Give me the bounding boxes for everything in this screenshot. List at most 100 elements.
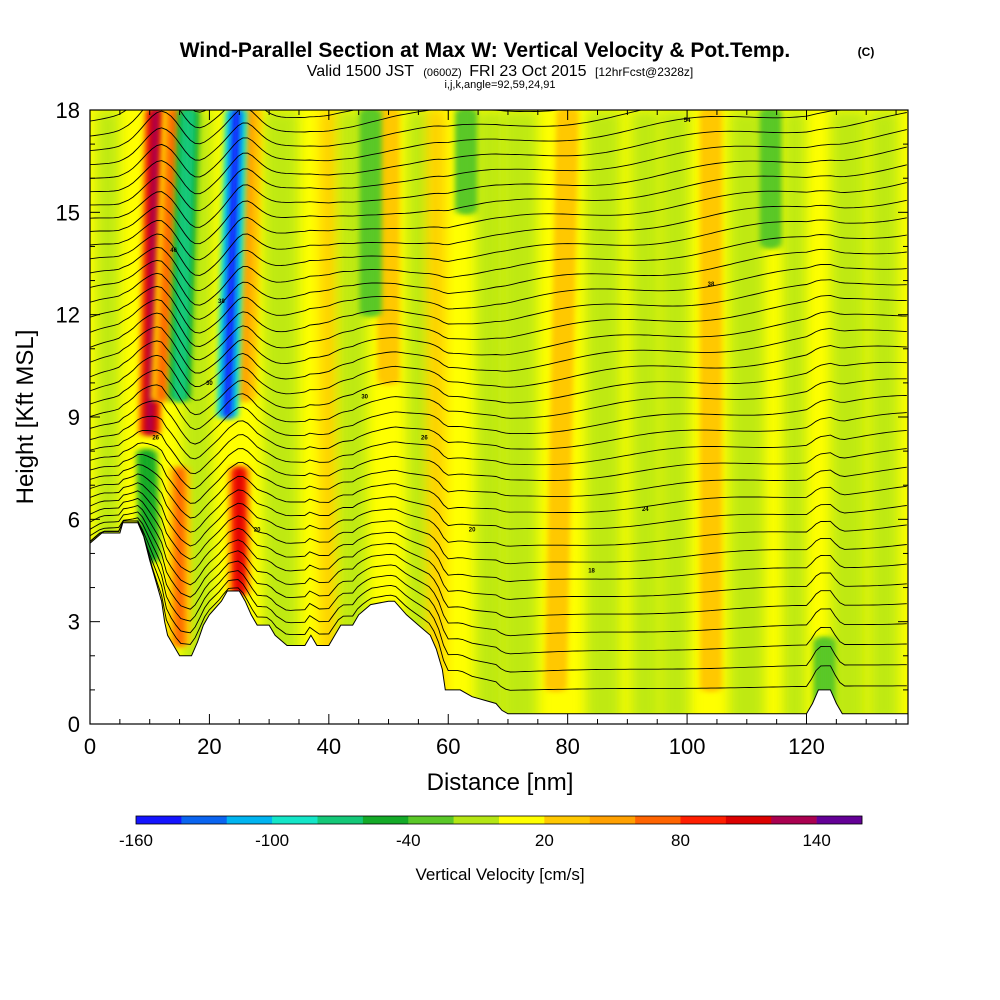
field-streak [782,110,807,724]
field-streak [501,110,538,724]
colorbar-swatch [408,816,454,824]
theta-contour [90,164,907,245]
subtitle-valid: Valid 1500 JST [307,63,415,80]
updraft-band [377,110,400,383]
theta-contour [90,327,907,387]
updraft-band-core [385,110,393,383]
downdraft-band [359,110,382,315]
theta-contour [90,482,907,547]
theta-contour [90,279,907,347]
field-streak [585,110,622,724]
potential-temperature-contours [90,110,907,691]
y-tick-label: 0 [68,712,80,737]
theta-contour [90,490,907,565]
velocity-field [90,110,908,724]
theta-contour [90,112,907,195]
downdraft-band [455,110,478,213]
downdraft-band-core [367,110,375,315]
y-tick-label: 6 [68,507,80,532]
field-streak [869,110,900,724]
theta-contour [90,294,907,361]
chart-subtitle-indices: i,j,k,angle=92,59,24,91 [444,79,555,91]
y-tick-label: 18 [56,98,80,123]
x-tick-label: 60 [436,734,460,759]
contour-label: 20 [469,528,476,534]
theta-contour [90,345,907,401]
contour-label: 46 [170,248,177,254]
colorbar-swatch [680,816,727,824]
downdraft-band [759,110,782,247]
theta-contour [90,473,907,533]
downdraft-band-core [223,110,240,417]
theta-contour [90,234,907,306]
theta-contour [90,264,907,334]
updraft-band-core [707,110,715,690]
y-tick-label: 9 [68,405,80,430]
downdraft-band-core [462,110,470,213]
contour-label: 26 [421,435,428,441]
theta-contour [90,110,644,166]
theta-contour [90,520,907,691]
x-axis-label: Distance [nm] [427,769,574,796]
axes: 0 20 40 60 80 100 120 0 3 6 9 12 15 18 [56,98,908,759]
colorbar-swatch [272,816,318,824]
theta-contour [90,129,907,212]
y-tick-label: 3 [68,610,80,635]
theta-contour [90,146,907,228]
theta-contour [90,412,907,460]
colorbar-swatch [136,816,182,824]
colorbar-swatch [544,816,591,824]
contour-label: 30 [361,395,368,401]
colorbar-swatch [589,816,636,824]
colorbar-swatch [816,816,863,824]
updraft-band-core [176,468,184,646]
theta-contour [90,378,907,430]
subtitle-fcst: [12hrFcst@2328z] [595,65,693,79]
theta-contour [90,453,907,504]
field-streak [263,110,299,724]
contour-label: 20 [254,528,261,534]
theta-contour [90,520,907,673]
x-tick-label: 80 [555,734,579,759]
y-tick-label: 12 [56,303,80,328]
chart-subtitle: Valid 1500 JST (0600Z) FRI 23 Oct 2015 [… [307,63,694,80]
downdraft-band-core [767,110,775,247]
field-streak [406,110,431,724]
contour-label: 38 [218,299,225,305]
colorbar-swatch [453,816,500,824]
contour-label: 54 [684,118,691,124]
contour-label: 30 [206,381,213,387]
theta-contour [90,199,907,276]
theta-contour [90,429,907,475]
colorbar-swatch [181,816,228,824]
theta-contour [90,442,907,489]
updraft-band-core [235,468,243,595]
y-tick-label: 15 [56,200,80,225]
updraft-band-core [158,110,178,400]
colorbar-swatch [362,816,409,824]
colorbar-swatch [499,816,545,824]
colorbar-swatch [226,816,273,824]
colorbar-swatch [771,816,817,824]
theta-contour [90,395,907,445]
updraft-band [699,110,722,690]
updraft-band [228,468,251,595]
theta-contour [90,517,907,637]
colorbar-tick-label: 80 [671,831,690,850]
colorbar-frame [135,815,863,825]
colorbar-label: Vertical Velocity [cm/s] [415,865,584,884]
contour-label: 18 [588,569,595,575]
colorbar-swatch [635,816,681,824]
colorbar-swatch [725,816,772,824]
field-streak [319,110,338,724]
x-tick-label: 120 [788,734,825,759]
updraft-band-core [241,110,255,400]
field-streak [660,110,691,724]
x-tick-label: 100 [669,734,706,759]
colorbar: -160 -100 -40 20 80 140 [119,815,863,850]
contour-labels: 46 38 30 26 20 30 26 20 18 24 38 54 [152,118,715,574]
colorbar-tick-label: 140 [802,831,830,850]
contour-label: 38 [708,282,715,288]
theta-contour [90,464,907,519]
